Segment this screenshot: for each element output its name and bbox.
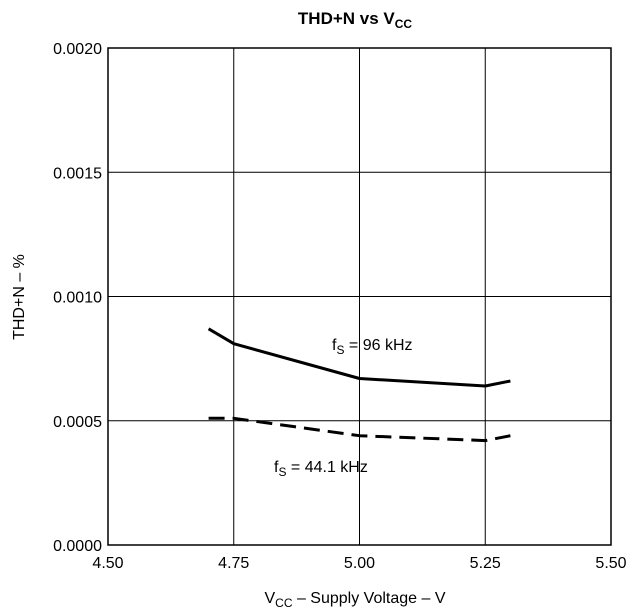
x-tick-label: 4.75: [218, 555, 249, 572]
x-tick-label: 5.25: [470, 555, 501, 572]
y-axis-label: THD+N – %: [11, 254, 28, 340]
y-tick-label: 0.0020: [53, 41, 102, 58]
series-lines: [207, 327, 511, 443]
series-line-1: [208, 416, 511, 443]
x-tick-label: 5.00: [344, 555, 375, 572]
x-axis-label: VCC – Supply Voltage – V: [264, 590, 445, 610]
x-tick-label: 5.50: [595, 555, 626, 572]
series-label-44khz: fS = 44.1 kHz: [274, 459, 368, 479]
y-tick-label: 0.0015: [53, 165, 102, 182]
x-tick-labels: 4.50 4.75 5.00 5.25 5.50: [92, 555, 626, 572]
y-tick-labels: 0.0000 0.0005 0.0010 0.0015 0.0020: [53, 41, 102, 555]
series-line-0: [207, 327, 511, 388]
y-tick-label: 0.0010: [53, 290, 102, 307]
plot-area-frame: [107, 47, 612, 546]
x-tick-label: 4.50: [92, 555, 123, 572]
y-tick-label: 0.0000: [53, 538, 102, 555]
series-label-96khz: fS = 96 kHz: [332, 337, 413, 357]
chart-title: THD+N vs VCC: [298, 9, 413, 31]
y-tick-label: 0.0005: [53, 414, 102, 431]
